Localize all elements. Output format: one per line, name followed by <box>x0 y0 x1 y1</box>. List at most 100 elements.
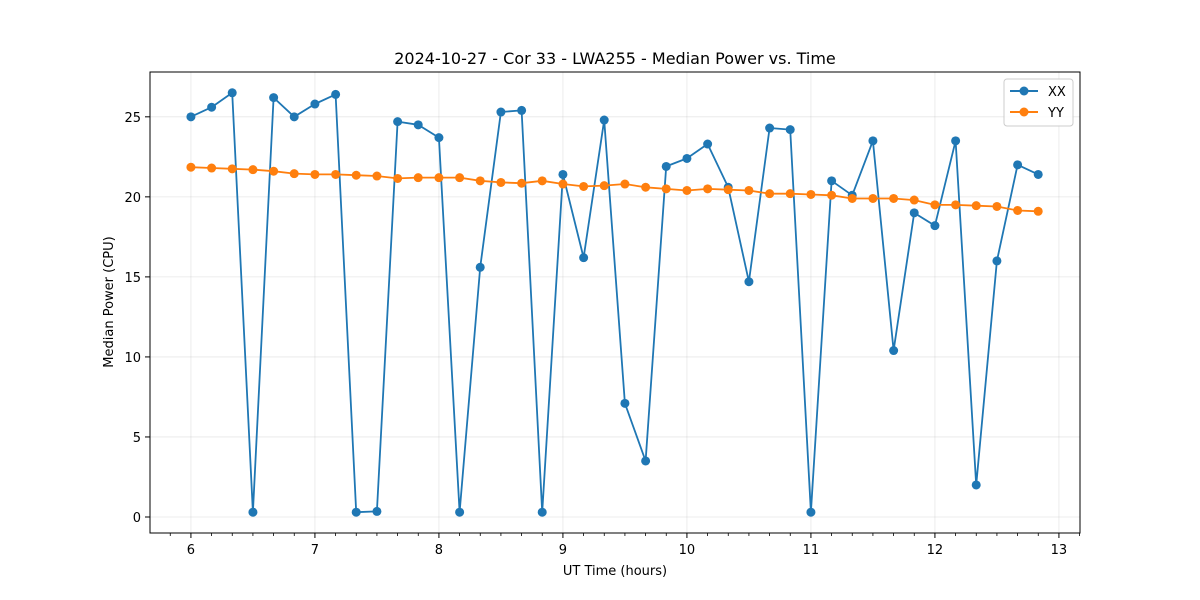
data-point-xx <box>971 480 981 490</box>
data-point-yy <box>703 184 713 194</box>
data-point-xx <box>475 262 485 272</box>
data-point-xx <box>992 256 1002 266</box>
data-point-xx <box>909 208 919 218</box>
data-point-yy <box>847 193 857 203</box>
data-point-xx <box>599 115 609 125</box>
data-point-xx <box>1013 160 1023 170</box>
data-point-xx <box>248 507 258 517</box>
data-point-xx <box>765 123 775 133</box>
data-point-yy <box>372 171 382 181</box>
data-point-yy <box>682 185 692 195</box>
y-tick-label: 20 <box>124 191 141 206</box>
x-tick-label: 6 <box>187 543 195 558</box>
data-point-xx <box>641 456 651 466</box>
x-tick-label: 9 <box>559 543 567 558</box>
data-point-yy <box>434 173 444 183</box>
data-point-yy <box>806 189 816 199</box>
data-point-xx <box>930 221 940 231</box>
data-point-yy <box>393 173 403 183</box>
x-tick-label: 11 <box>803 543 820 558</box>
data-point-xx <box>186 112 196 122</box>
data-point-yy <box>269 166 279 176</box>
legend-marker-xx <box>1019 86 1029 96</box>
data-point-yy <box>310 169 320 179</box>
data-point-yy <box>289 169 299 179</box>
data-point-xx <box>351 507 361 517</box>
x-tick-label: 12 <box>927 543 944 558</box>
data-point-yy <box>496 177 506 187</box>
legend-marker-yy <box>1019 107 1029 117</box>
data-point-yy <box>1013 205 1023 215</box>
data-point-yy <box>723 185 733 195</box>
data-point-xx <box>434 133 444 143</box>
data-point-yy <box>207 163 217 173</box>
data-point-xx <box>227 88 237 98</box>
data-point-yy <box>558 179 568 189</box>
data-point-yy <box>744 185 754 195</box>
data-point-xx <box>269 93 279 103</box>
data-point-yy <box>785 189 795 199</box>
data-point-yy <box>661 184 671 194</box>
data-point-xx <box>372 506 382 516</box>
x-tick-label: 7 <box>311 543 319 558</box>
data-point-yy <box>599 181 609 191</box>
data-point-xx <box>620 398 630 408</box>
data-point-yy <box>765 189 775 199</box>
data-point-xx <box>393 117 403 127</box>
data-point-yy <box>641 182 651 192</box>
data-point-yy <box>889 193 899 203</box>
x-tick-label: 10 <box>679 543 696 558</box>
data-point-xx <box>310 99 320 109</box>
y-axis-label: Median Power (CPU) <box>102 236 117 367</box>
data-point-yy <box>909 195 919 205</box>
data-point-yy <box>951 200 961 210</box>
data-point-xx <box>331 89 341 99</box>
data-point-xx <box>496 107 506 117</box>
data-point-yy <box>517 178 527 188</box>
data-point-xx <box>682 153 692 163</box>
data-point-yy <box>475 176 485 186</box>
data-point-yy <box>620 179 630 189</box>
data-point-xx <box>289 112 299 122</box>
data-point-xx <box>537 507 547 517</box>
y-tick-label: 15 <box>124 271 141 286</box>
data-point-yy <box>413 173 423 183</box>
data-point-xx <box>703 139 713 149</box>
x-tick-label: 8 <box>435 543 443 558</box>
y-tick-label: 10 <box>124 351 141 366</box>
data-point-xx <box>661 161 671 171</box>
data-point-yy <box>351 170 361 180</box>
data-point-xx <box>558 169 568 179</box>
legend: XX YY <box>1003 78 1074 127</box>
data-point-yy <box>186 162 196 172</box>
y-tick-label: 5 <box>133 431 141 446</box>
data-point-xx <box>744 277 754 287</box>
data-point-yy <box>248 165 258 175</box>
data-point-yy <box>868 193 878 203</box>
data-point-yy <box>331 169 341 179</box>
data-point-xx <box>785 125 795 135</box>
data-point-yy <box>227 164 237 174</box>
data-point-yy <box>971 201 981 211</box>
plot-frame <box>149 71 1081 534</box>
data-point-yy <box>537 176 547 186</box>
data-point-xx <box>806 507 816 517</box>
y-tick-label: 25 <box>124 111 141 126</box>
data-point-yy <box>992 201 1002 211</box>
data-point-yy <box>930 200 940 210</box>
data-point-yy <box>579 181 589 191</box>
data-point-xx <box>207 102 217 112</box>
chart-title: 2024-10-27 - Cor 33 - LWA255 - Median Po… <box>394 49 836 68</box>
x-axis-label: UT Time (hours) <box>563 564 667 579</box>
data-point-xx <box>868 136 878 146</box>
data-point-xx <box>889 346 899 356</box>
data-series <box>186 88 1043 517</box>
x-tick-label: 13 <box>1051 543 1068 558</box>
data-point-xx <box>517 105 527 115</box>
data-point-xx <box>413 120 423 130</box>
data-point-yy <box>455 173 465 183</box>
data-point-xx <box>1033 169 1043 179</box>
axes: 6 7 8 9 10 11 12 13 0 5 10 15 20 25 <box>124 111 1080 558</box>
